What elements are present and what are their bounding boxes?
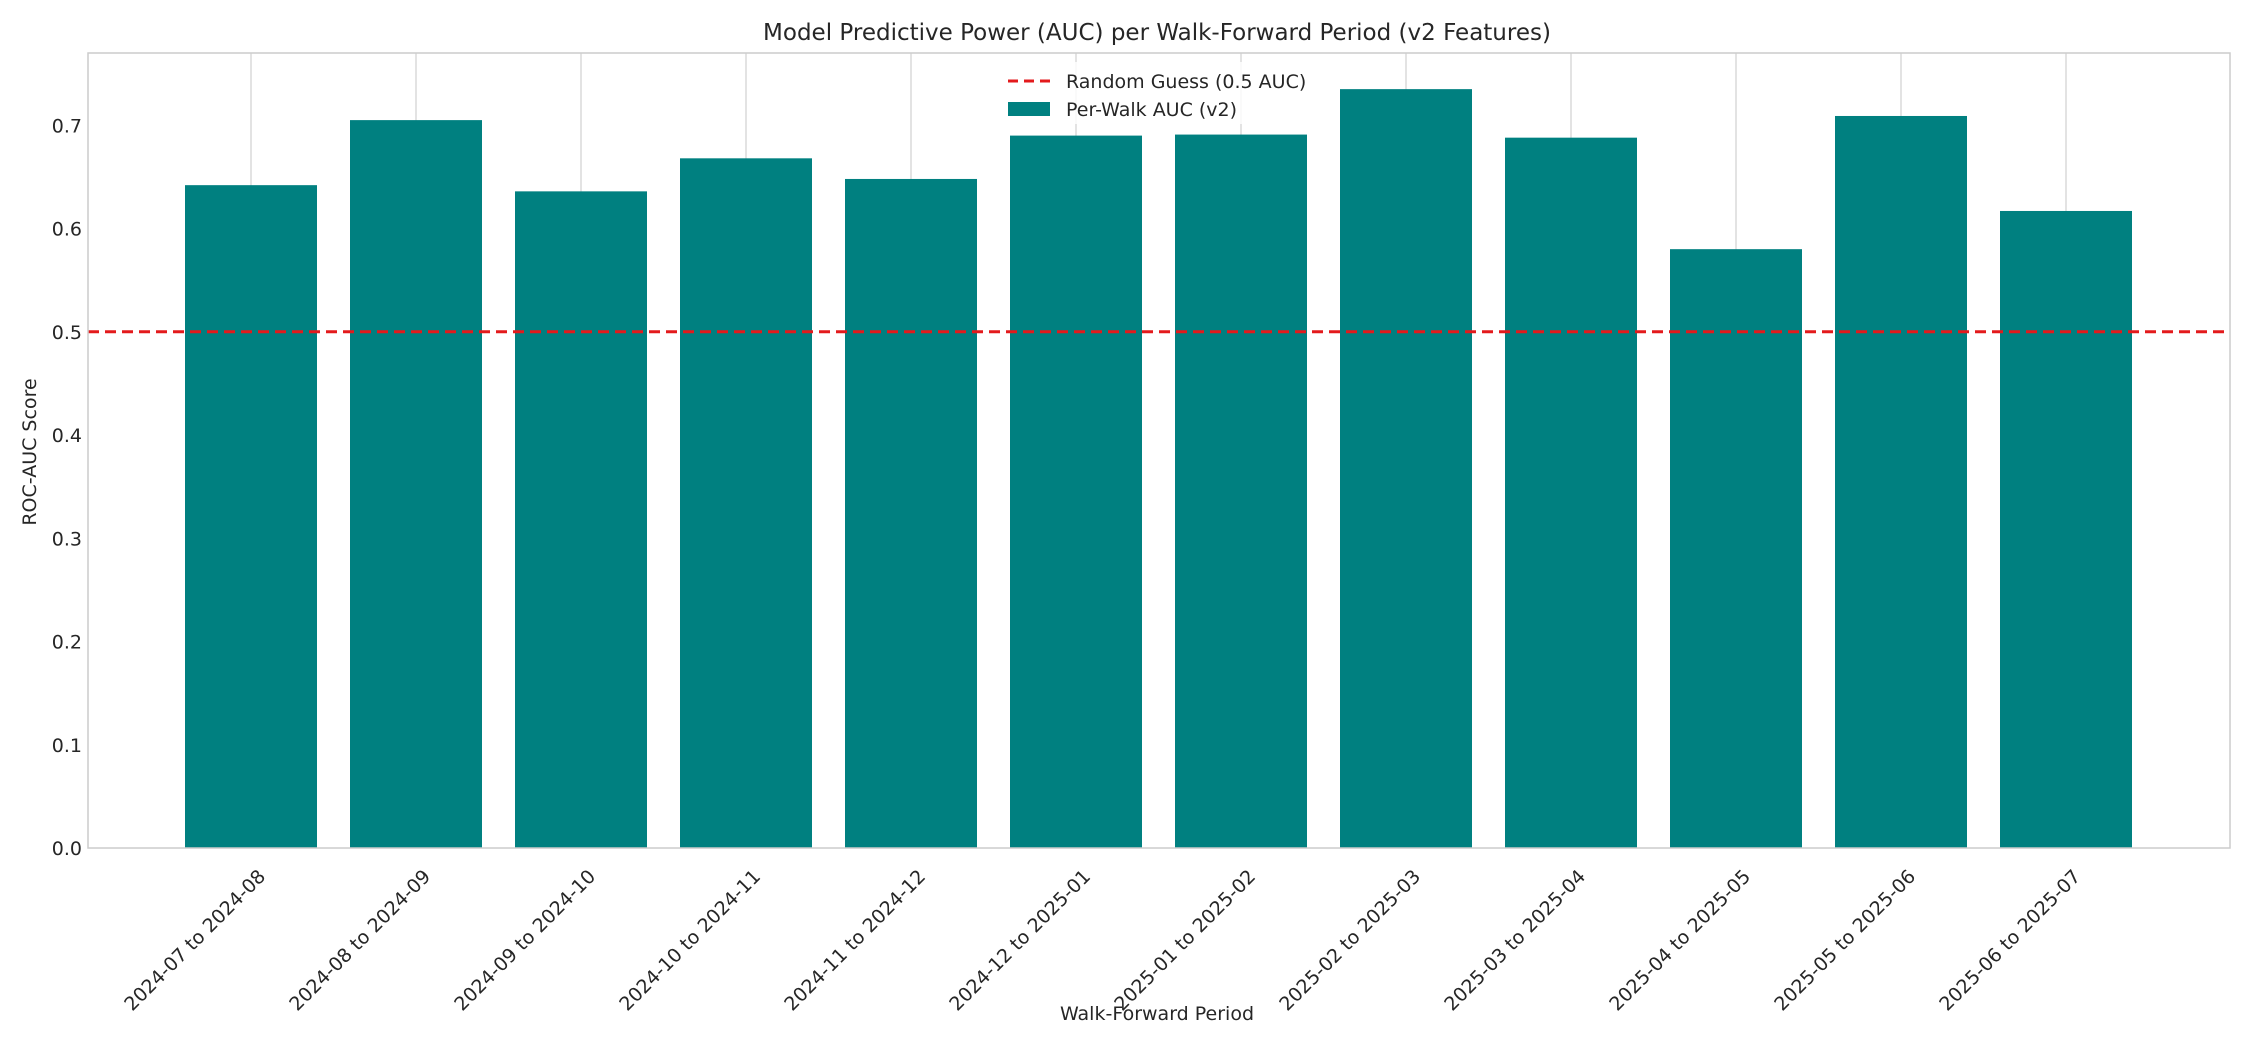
- legend-bar-label: Per-Walk AUC (v2): [1066, 99, 1237, 121]
- bar: [1670, 249, 1802, 849]
- x-tick-label: 2025-05 to 2025-06: [1770, 866, 1920, 1016]
- bar: [2000, 210, 2132, 848]
- x-tick-label: 2025-04 to 2025-05: [1605, 866, 1755, 1016]
- x-axis-ticks: 2024-07 to 2024-08 2024-08 to 2024-09 2024…: [120, 866, 2085, 1016]
- y-axis-ticks: 0.0 0.1 0.2 0.3 0.4 0.5 0.6 0.7: [52, 115, 82, 860]
- bar: [845, 178, 977, 848]
- x-tick-label: 2025-03 to 2025-04: [1440, 866, 1590, 1016]
- x-tick-label: 2024-08 to 2024-09: [285, 866, 435, 1016]
- y-tick-label: 0.6: [52, 219, 82, 241]
- x-tick-label: 2024-11 to 2024-12: [780, 866, 930, 1016]
- bar: [350, 120, 482, 848]
- y-tick-label: 0.1: [52, 735, 82, 757]
- bar: [185, 185, 317, 849]
- legend-bar-swatch: [1008, 102, 1050, 116]
- bars-layer: [185, 89, 2132, 849]
- bar: [1835, 115, 1967, 848]
- y-tick-label: 0.3: [52, 528, 82, 550]
- legend: Random Guess (0.5 AUC) Per-Walk AUC (v2): [995, 62, 1325, 124]
- x-axis-label: Walk-Forward Period: [1060, 1003, 1254, 1025]
- x-tick-label: 2025-06 to 2025-07: [1935, 866, 2085, 1016]
- bar: [1010, 135, 1142, 848]
- x-tick-label: 2024-10 to 2024-11: [615, 866, 765, 1016]
- y-axis-label: ROC-AUC Score: [19, 378, 41, 525]
- plot-area-frame: [87, 52, 2231, 849]
- bar: [1175, 134, 1307, 848]
- bar: [1505, 137, 1637, 848]
- y-tick-label: 0.5: [52, 322, 82, 344]
- x-tick-label: 2025-01 to 2025-02: [1110, 866, 1260, 1016]
- y-tick-label: 0.4: [52, 425, 82, 447]
- y-tick-label: 0.0: [52, 838, 82, 860]
- legend-reference-line-label: Random Guess (0.5 AUC): [1066, 71, 1306, 93]
- x-tick-label: 2025-02 to 2025-03: [1275, 866, 1425, 1016]
- chart-title: Model Predictive Power (AUC) per Walk-Fo…: [763, 20, 1551, 46]
- bar: [1340, 89, 1472, 849]
- x-tick-label: 2024-12 to 2025-01: [945, 866, 1095, 1016]
- x-tick-label: 2024-09 to 2024-10: [450, 866, 600, 1016]
- y-tick-label: 0.7: [52, 115, 82, 137]
- bar: [680, 158, 812, 848]
- x-tick-label: 2024-07 to 2024-08: [120, 866, 270, 1016]
- bar: [515, 191, 647, 848]
- y-tick-label: 0.2: [52, 632, 82, 654]
